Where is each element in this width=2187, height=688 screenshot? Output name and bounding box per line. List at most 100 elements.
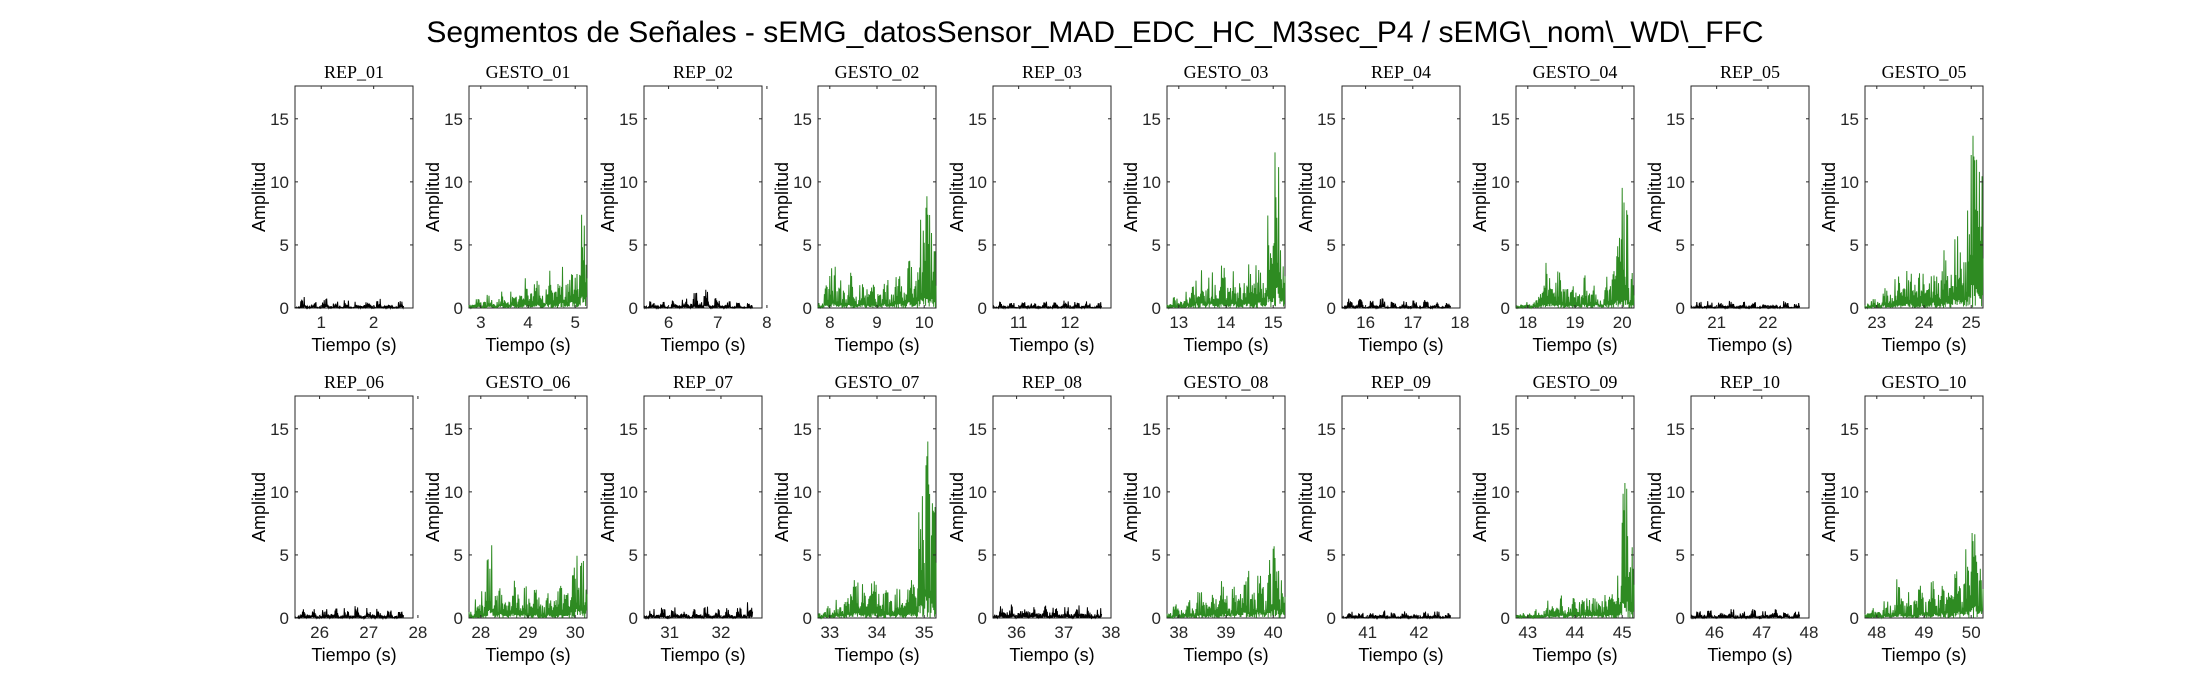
x-axis-label: Tiempo (s) [1009, 645, 1094, 665]
subplot-title: GESTO_01 [486, 62, 571, 82]
subplot: 0 5 10 15 8 9 10 GESTO_02 Tiempo (s) Amplitud [772, 62, 937, 355]
subplot: 0 5 10 15 18 19 20 GESTO_04 Tiempo (s) Amplitud [1470, 62, 1635, 355]
subplot-title: REP_07 [673, 372, 733, 392]
subplot: 0 5 10 15 26 27 28 REP_06 Tiempo (s) Amplitud [249, 372, 427, 665]
y-tick-label: 15 [270, 420, 289, 439]
x-tick-label: 46 [1705, 623, 1724, 642]
y-tick-label: 0 [454, 299, 463, 318]
y-axis-label: Amplitud [772, 472, 792, 542]
subplot-title: REP_06 [324, 372, 384, 392]
y-tick-label: 0 [1152, 609, 1161, 628]
y-tick-label: 5 [1501, 236, 1510, 255]
x-tick-label: 28 [408, 623, 427, 642]
x-axis-label: Tiempo (s) [834, 645, 919, 665]
x-axis-label: Tiempo (s) [1707, 645, 1792, 665]
subplot-title: REP_10 [1720, 372, 1780, 392]
y-tick-label: 0 [1327, 609, 1336, 628]
x-axis-label: Tiempo (s) [485, 645, 570, 665]
x-axis-label: Tiempo (s) [834, 335, 919, 355]
y-tick-label: 10 [270, 483, 289, 502]
y-tick-label: 0 [1327, 299, 1336, 318]
x-tick-label: 4 [523, 313, 532, 332]
signal-trace [468, 214, 588, 310]
subplot: 0 5 10 15 16 17 18 REP_04 Tiempo (s) Amplitud [1296, 62, 1469, 355]
y-axis-label: Amplitud [249, 472, 269, 542]
y-tick-label: 15 [968, 110, 987, 129]
y-tick-label: 5 [280, 546, 289, 565]
subplot: 0 5 10 15 21 22 REP_05 Tiempo (s) Amplitud [1645, 62, 1810, 355]
subplot-title: GESTO_04 [1533, 62, 1618, 82]
y-tick-label: 5 [454, 546, 463, 565]
y-tick-label: 0 [629, 609, 638, 628]
y-tick-label: 0 [1850, 609, 1859, 628]
x-tick-label: 25 [1962, 313, 1981, 332]
x-tick-label: 38 [1102, 623, 1121, 642]
x-tick-label: 27 [359, 623, 378, 642]
signal-trace [294, 296, 405, 310]
y-tick-label: 5 [803, 236, 812, 255]
x-tick-label: 29 [519, 623, 538, 642]
y-tick-label: 5 [978, 236, 987, 255]
subplot: 0 5 10 15 23 24 25 GESTO_05 Tiempo (s) Amplitud [1819, 62, 1984, 355]
subplot-title: REP_02 [673, 62, 733, 82]
axes-box [1515, 395, 1635, 619]
y-tick-label: 10 [444, 483, 463, 502]
subplot-title: REP_01 [324, 62, 384, 82]
subplot: 0 5 10 15 38 39 40 GESTO_08 Tiempo (s) Amplitud [1121, 372, 1286, 665]
signal-trace [992, 604, 1103, 620]
y-axis-label: Amplitud [772, 162, 792, 232]
axes-box [1341, 395, 1461, 619]
signal-trace [294, 606, 405, 620]
axes-box [1166, 395, 1286, 619]
signal-trace [1690, 609, 1801, 620]
y-tick-label: 15 [444, 420, 463, 439]
axes-box [992, 85, 1112, 309]
subplot: 0 5 10 15 13 14 15 GESTO_03 Tiempo (s) Amplitud [1121, 62, 1286, 355]
y-tick-label: 15 [1142, 420, 1161, 439]
x-tick-label: 23 [1867, 313, 1886, 332]
x-tick-label: 26 [310, 623, 329, 642]
x-tick-label: 11 [1010, 313, 1028, 332]
y-axis-label: Amplitud [1645, 472, 1665, 542]
x-tick-label: 49 [1915, 623, 1934, 642]
y-tick-label: 15 [270, 110, 289, 129]
y-tick-label: 5 [629, 546, 638, 565]
signal-trace [643, 602, 754, 620]
x-tick-label: 24 [1915, 313, 1934, 332]
subplot: 0 5 10 15 1 2 REP_01 Tiempo (s) Amplitud [249, 62, 414, 355]
axes-box [294, 85, 414, 309]
axes-box [468, 85, 588, 309]
subplot-title: REP_05 [1720, 62, 1780, 82]
x-axis-label: Tiempo (s) [660, 645, 745, 665]
x-tick-label: 36 [1007, 623, 1026, 642]
subplot-title: REP_04 [1371, 62, 1431, 82]
y-axis-label: Amplitud [1121, 162, 1141, 232]
subplot: 0 5 10 15 11 12 REP_03 Tiempo (s) Amplitud [947, 62, 1112, 355]
y-tick-label: 10 [793, 173, 812, 192]
x-tick-label: 35 [915, 623, 934, 642]
axes-box [294, 395, 414, 619]
subplot-title: REP_09 [1371, 372, 1431, 392]
y-tick-label: 15 [1317, 420, 1336, 439]
signal-trace [1515, 482, 1635, 620]
y-tick-label: 15 [1491, 420, 1510, 439]
subplot: 0 5 10 15 31 32 REP_07 Tiempo (s) Amplitud [598, 372, 763, 665]
x-tick-label: 10 [915, 313, 934, 332]
x-tick-label: 48 [1800, 623, 1819, 642]
x-axis-label: Tiempo (s) [660, 335, 745, 355]
y-tick-label: 15 [1317, 110, 1336, 129]
signal-trace [1166, 546, 1286, 620]
x-axis-label: Tiempo (s) [485, 335, 570, 355]
x-tick-label: 45 [1613, 623, 1632, 642]
x-axis-label: Tiempo (s) [1707, 335, 1792, 355]
subplot-title: GESTO_08 [1184, 372, 1269, 392]
axes-box [643, 85, 763, 309]
subplot-title: GESTO_09 [1533, 372, 1618, 392]
signal-trace [643, 289, 754, 310]
x-tick-label: 38 [1169, 623, 1188, 642]
signal-trace [1864, 135, 1984, 310]
y-tick-label: 0 [1676, 299, 1685, 318]
x-axis-label: Tiempo (s) [1183, 645, 1268, 665]
